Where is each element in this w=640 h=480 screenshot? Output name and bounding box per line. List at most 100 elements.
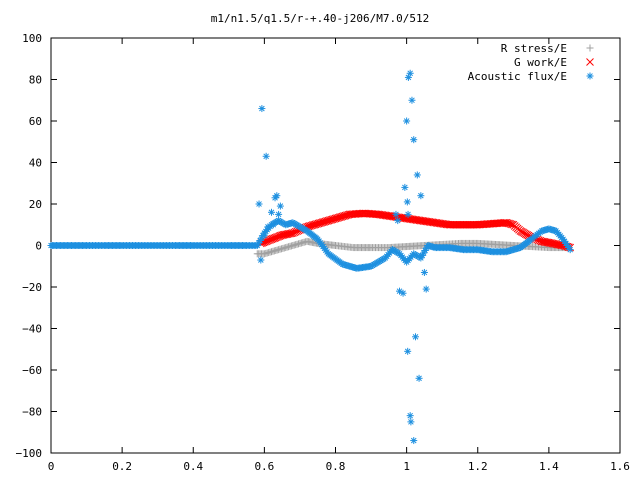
axes: 0 0.2 0.4 0.6 0.8 1 1.2 1.4 1.6 100 80 60 40 20 0 −20 −4… bbox=[16, 32, 630, 473]
data-point bbox=[324, 216, 333, 225]
legend-label: G work/E bbox=[514, 56, 567, 69]
x-tick-label: 1.4 bbox=[539, 460, 559, 473]
data-point bbox=[503, 219, 512, 227]
data-point bbox=[328, 215, 337, 224]
data-point bbox=[412, 333, 420, 341]
data-point bbox=[404, 210, 412, 218]
data-point bbox=[417, 192, 425, 200]
data-point bbox=[315, 219, 324, 227]
data-point bbox=[287, 229, 296, 238]
data-point bbox=[335, 213, 344, 222]
data-point bbox=[404, 347, 412, 355]
data-point bbox=[268, 234, 277, 243]
data-point bbox=[406, 69, 414, 77]
chart-title: m1/n1.5/q1.5/r-+.40-j206/M7.0/512 bbox=[211, 12, 430, 25]
data-point bbox=[276, 202, 284, 210]
y-tick-label: 60 bbox=[29, 115, 42, 128]
x-tick-label: 1.2 bbox=[468, 460, 488, 473]
data-point bbox=[262, 237, 271, 246]
y-tick-label: −20 bbox=[22, 281, 42, 294]
y-tick-label: −80 bbox=[22, 406, 42, 419]
legend-marker bbox=[586, 44, 594, 52]
data-point bbox=[271, 233, 280, 242]
legend-label: Acoustic flux/E bbox=[468, 70, 567, 83]
data-point bbox=[338, 212, 347, 221]
x-tick-label: 0 bbox=[48, 460, 55, 473]
data-point bbox=[321, 217, 330, 226]
y-tick-label: 100 bbox=[22, 32, 42, 45]
data-point bbox=[313, 220, 321, 228]
data-point bbox=[505, 219, 513, 228]
y-tick-label: −40 bbox=[22, 323, 42, 336]
y-tick-label: 20 bbox=[29, 198, 42, 211]
data-point bbox=[420, 268, 428, 276]
data-point bbox=[399, 289, 407, 297]
data-point bbox=[341, 211, 350, 220]
x-tick-label: 0.6 bbox=[254, 460, 274, 473]
data-point bbox=[410, 136, 418, 144]
data-point bbox=[330, 215, 338, 223]
legend-marker bbox=[586, 58, 594, 66]
data-point bbox=[406, 412, 414, 420]
y-tick-label: 0 bbox=[35, 240, 42, 253]
x-tick-label: 0.2 bbox=[112, 460, 132, 473]
data-point bbox=[269, 221, 277, 229]
y-tick-label: 80 bbox=[29, 74, 42, 87]
data-point bbox=[266, 235, 275, 244]
data-point bbox=[320, 217, 328, 226]
data-point bbox=[260, 231, 268, 239]
data-point bbox=[311, 220, 320, 229]
legend-label: R stress/E bbox=[501, 42, 567, 55]
data-point bbox=[270, 234, 279, 243]
x-tick-label: 0.4 bbox=[183, 460, 203, 473]
data-point bbox=[410, 437, 418, 445]
data-point bbox=[323, 217, 331, 225]
data-point bbox=[413, 171, 421, 179]
data-point bbox=[333, 214, 341, 222]
data-point bbox=[272, 233, 281, 242]
data-point bbox=[317, 218, 326, 227]
data-marks bbox=[47, 69, 575, 445]
data-point bbox=[307, 221, 316, 230]
data-point bbox=[403, 198, 411, 206]
data-point bbox=[264, 223, 272, 231]
x-tick-label: 1.6 bbox=[610, 460, 630, 473]
data-point bbox=[403, 117, 411, 125]
data-point bbox=[327, 215, 336, 224]
data-point bbox=[388, 246, 396, 254]
data-point bbox=[423, 244, 431, 252]
data-point bbox=[408, 96, 416, 104]
data-point bbox=[314, 219, 323, 228]
data-point bbox=[318, 218, 327, 227]
data-point bbox=[264, 236, 273, 245]
data-point bbox=[258, 105, 266, 113]
data-point bbox=[331, 214, 340, 223]
data-point bbox=[340, 212, 348, 220]
data-point bbox=[566, 246, 574, 254]
data-point bbox=[422, 285, 430, 293]
data-point bbox=[421, 246, 429, 254]
data-point bbox=[325, 216, 334, 225]
data-point bbox=[392, 210, 400, 218]
y-tick-label: −60 bbox=[22, 364, 42, 377]
x-tick-label: 0.8 bbox=[326, 460, 346, 473]
data-point bbox=[394, 217, 402, 225]
data-point bbox=[506, 220, 515, 228]
y-tick-label: −100 bbox=[16, 447, 43, 460]
data-point bbox=[275, 210, 283, 218]
data-point bbox=[334, 213, 343, 222]
data-point bbox=[415, 374, 423, 382]
data-point bbox=[308, 221, 317, 230]
x-tick-label: 1 bbox=[403, 460, 410, 473]
data-point bbox=[257, 256, 265, 264]
data-point bbox=[273, 192, 281, 200]
data-point bbox=[267, 235, 276, 244]
data-point bbox=[263, 236, 272, 245]
data-point bbox=[502, 218, 511, 227]
data-point bbox=[267, 208, 275, 216]
data-point bbox=[337, 213, 346, 221]
data-point bbox=[255, 200, 263, 208]
legend-marker bbox=[586, 72, 594, 80]
